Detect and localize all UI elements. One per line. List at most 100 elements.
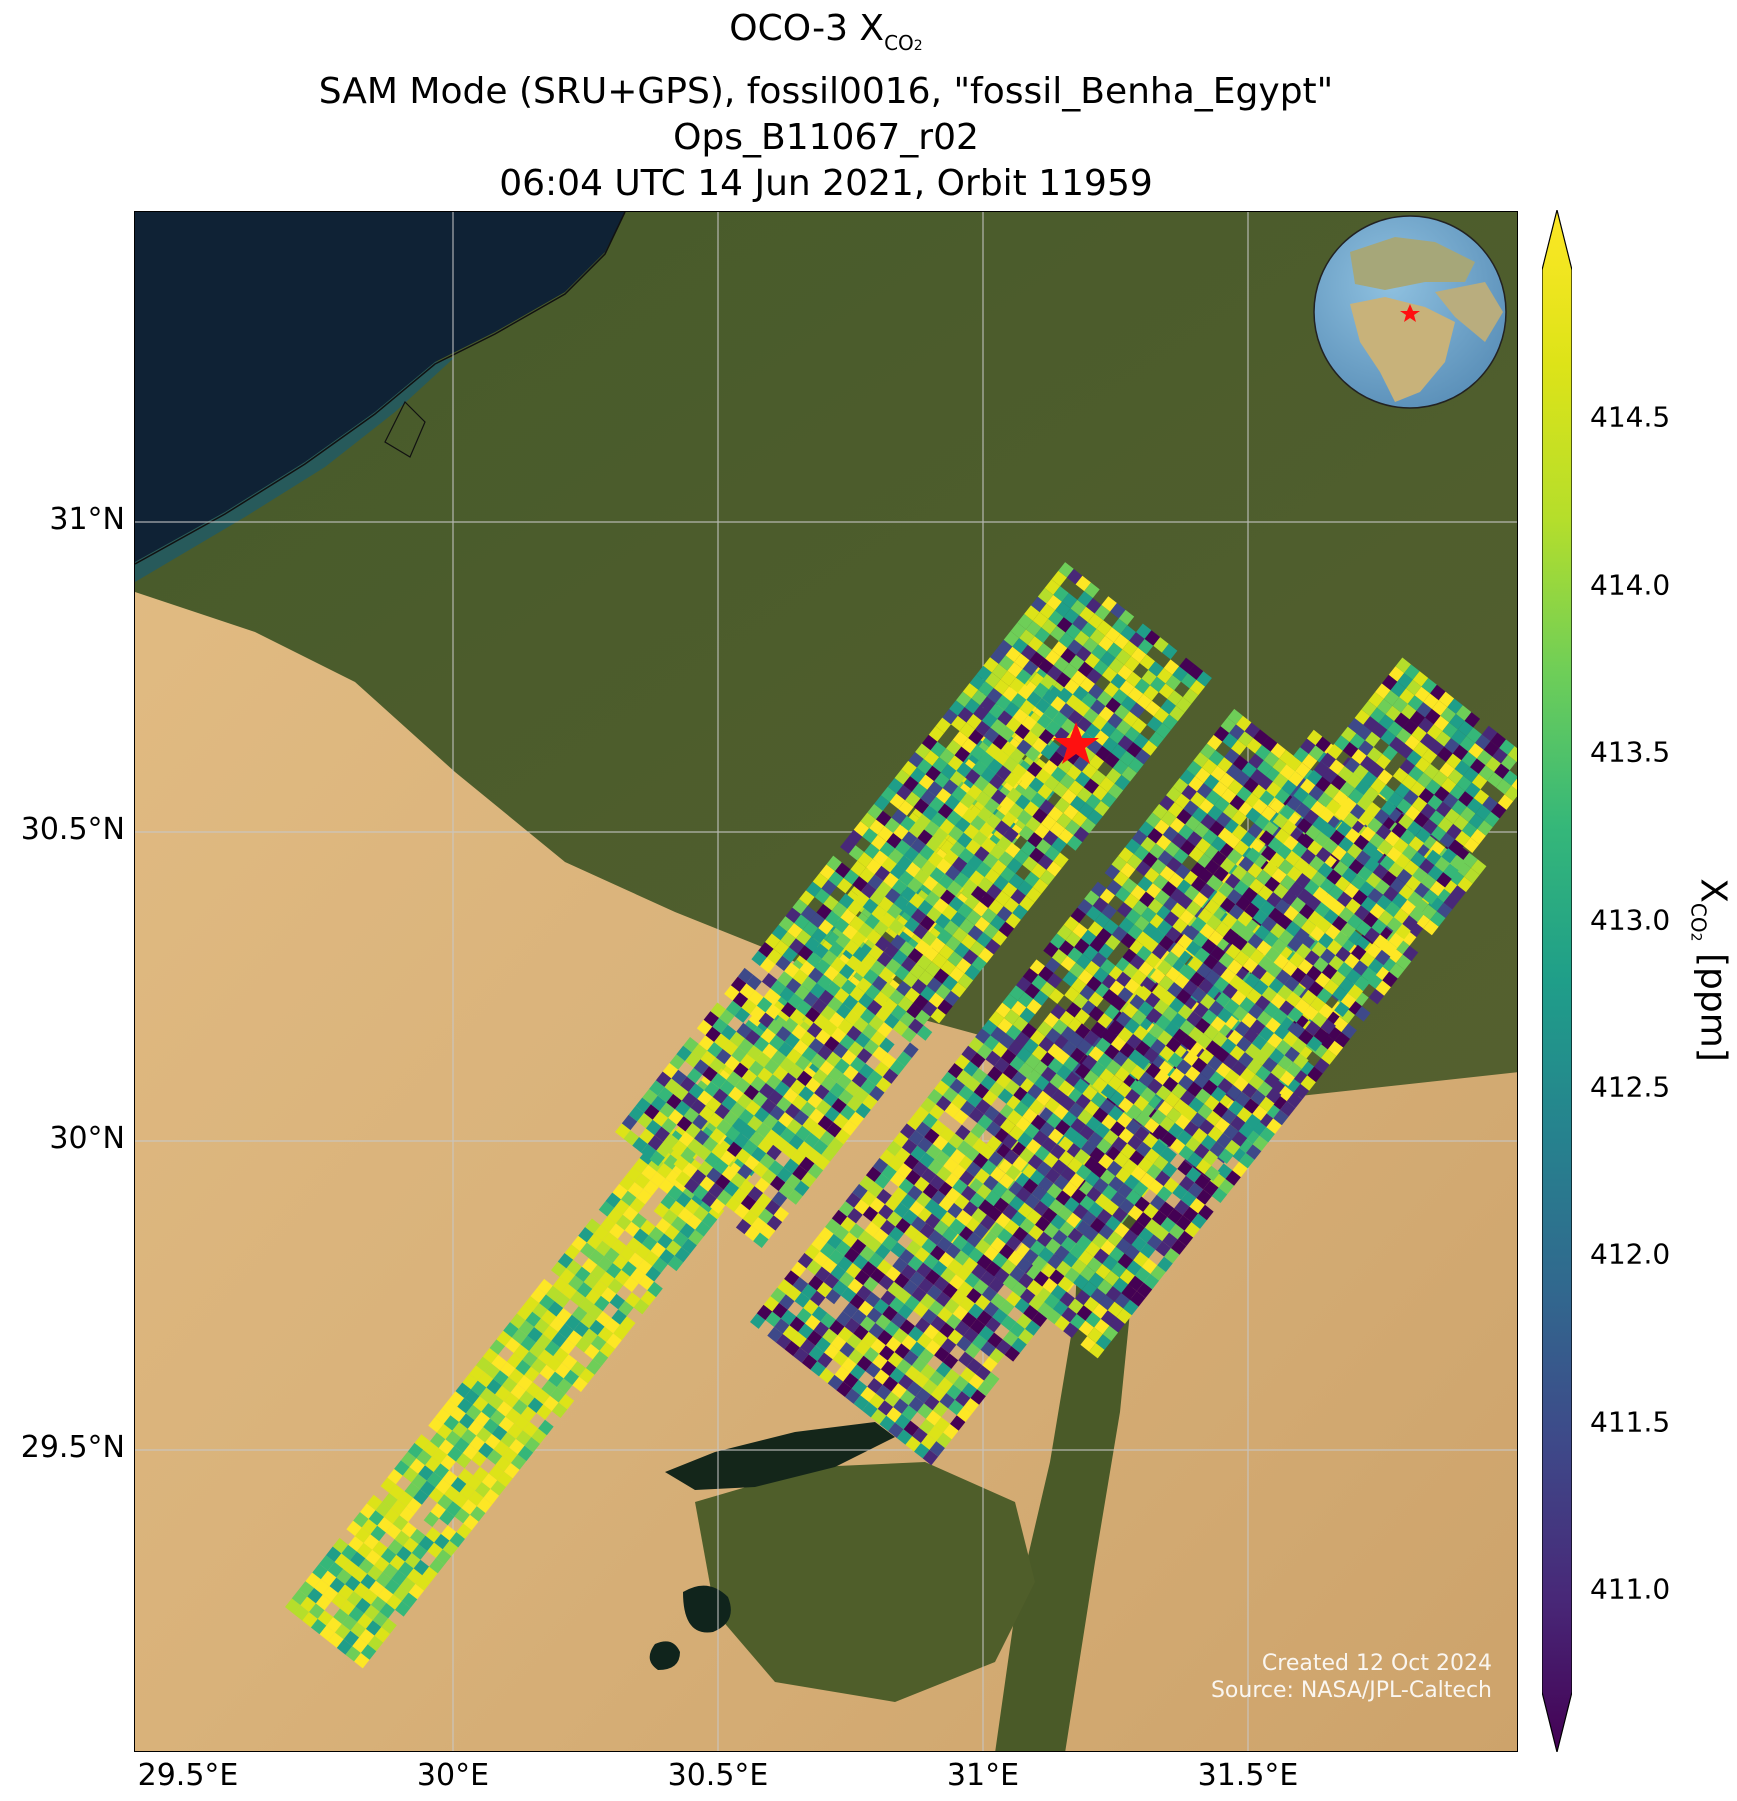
swath-pixel bbox=[1147, 827, 1163, 844]
swath-pixel bbox=[1027, 636, 1044, 652]
swath-pixel bbox=[1158, 683, 1175, 699]
swath-pixel bbox=[341, 1615, 358, 1631]
swath-pixel bbox=[974, 1238, 991, 1255]
swath-pixel bbox=[1008, 873, 1025, 889]
swath-pixel bbox=[1128, 1275, 1144, 1292]
swath-pixel bbox=[777, 1041, 794, 1058]
swath-pixel bbox=[970, 815, 986, 831]
swath-pixel bbox=[947, 1202, 963, 1219]
swath-pixel bbox=[1223, 1124, 1239, 1140]
swath-pixel bbox=[1035, 838, 1052, 855]
swath-pixel bbox=[1396, 868, 1413, 885]
swath-pixel bbox=[1362, 912, 1379, 928]
swath-pixel bbox=[1332, 1016, 1349, 1033]
swath-pixel bbox=[896, 1429, 913, 1445]
swath-pixel bbox=[354, 1652, 370, 1669]
swath-pixel bbox=[614, 1269, 631, 1286]
swath-pixel bbox=[1054, 1049, 1071, 1065]
swath-pixel bbox=[1369, 832, 1385, 849]
swath-pixel bbox=[1061, 1307, 1077, 1323]
swath-pixel bbox=[1135, 1111, 1151, 1127]
swath-pixel bbox=[684, 1177, 700, 1194]
swath-pixel bbox=[1360, 755, 1376, 772]
swath-pixel bbox=[1281, 819, 1297, 836]
swath-pixel bbox=[880, 1052, 897, 1069]
swath-pixel bbox=[1034, 1075, 1050, 1091]
swath-pixel bbox=[1345, 827, 1361, 844]
swath-pixel bbox=[1101, 596, 1117, 612]
swath-pixel bbox=[1001, 811, 1017, 828]
swath-pixel bbox=[1280, 1101, 1296, 1117]
swath-pixel bbox=[1283, 905, 1300, 922]
swath-pixel bbox=[1354, 975, 1371, 992]
swath-pixel bbox=[1244, 722, 1261, 739]
swath-pixel bbox=[885, 1266, 901, 1282]
swath-pixel bbox=[1029, 651, 1046, 668]
swath-pixel bbox=[1022, 660, 1039, 676]
swath-pixel bbox=[542, 1325, 559, 1341]
swath-pixel bbox=[961, 737, 977, 754]
swath-pixel bbox=[1320, 752, 1336, 768]
swath-pixel bbox=[1045, 720, 1061, 736]
swath-pixel bbox=[731, 1117, 748, 1133]
swath-pixel bbox=[1185, 900, 1202, 917]
swath-pixel bbox=[950, 982, 967, 998]
swath-pixel bbox=[595, 1311, 612, 1327]
swath-pixel bbox=[871, 975, 888, 992]
swath-pixel bbox=[1186, 831, 1203, 847]
swath-pixel bbox=[1221, 912, 1238, 929]
swath-pixel bbox=[978, 947, 994, 963]
swath-pixel bbox=[1176, 697, 1192, 713]
swath-pixel bbox=[1203, 1180, 1219, 1197]
swath-pixel bbox=[1138, 961, 1154, 977]
swath-pixel bbox=[990, 1166, 1006, 1183]
swath-pixel bbox=[481, 1402, 497, 1419]
swath-pixel bbox=[515, 1430, 532, 1446]
swath-pixel bbox=[1333, 860, 1349, 877]
swath-pixel bbox=[1423, 919, 1439, 936]
swath-pixel bbox=[1197, 907, 1214, 924]
swath-pixel bbox=[1058, 1080, 1074, 1096]
swath-pixel bbox=[712, 1017, 728, 1034]
swath-pixel bbox=[1310, 800, 1326, 817]
swath-pixel bbox=[752, 1162, 769, 1178]
swath-pixel bbox=[714, 1174, 731, 1190]
swath-pixel bbox=[1200, 1064, 1216, 1080]
swath-pixel bbox=[1240, 1067, 1256, 1083]
swath-pixel bbox=[1400, 703, 1417, 720]
swath-pixel bbox=[1083, 1226, 1099, 1242]
swath-pixel bbox=[936, 858, 952, 874]
swath-pixel bbox=[1033, 1200, 1049, 1217]
swath-pixel bbox=[1250, 893, 1267, 910]
swath-pixel bbox=[705, 1097, 722, 1113]
map-panel[interactable] bbox=[134, 211, 1518, 1752]
swath-pixel bbox=[1281, 779, 1297, 796]
swath-pixel bbox=[991, 930, 1008, 946]
swath-pixel bbox=[860, 812, 876, 828]
swath-pixel bbox=[918, 1277, 934, 1294]
swath-pixel bbox=[852, 946, 869, 963]
swath-pixel bbox=[632, 1137, 648, 1153]
swath-pixel bbox=[908, 1018, 924, 1034]
swath-pixel bbox=[336, 1639, 353, 1655]
swath-pixel bbox=[835, 1240, 851, 1257]
swath-pixel bbox=[1103, 1129, 1119, 1146]
swath-pixel bbox=[857, 1230, 874, 1246]
swath-pixel bbox=[673, 1155, 690, 1172]
swath-pixel bbox=[524, 1366, 540, 1383]
swath-pixel bbox=[1044, 579, 1061, 595]
swath-pixel bbox=[935, 717, 951, 733]
swath-pixel bbox=[850, 1056, 866, 1073]
swath-pixel bbox=[333, 1608, 349, 1624]
swath-pixel bbox=[341, 1544, 357, 1561]
swath-pixel bbox=[1196, 962, 1212, 979]
swath-pixel bbox=[1031, 1045, 1048, 1061]
swath-pixel bbox=[696, 1019, 713, 1036]
swath-pixel bbox=[1260, 1041, 1276, 1058]
swath-pixel bbox=[1298, 833, 1315, 849]
swath-pixel bbox=[1044, 775, 1060, 791]
swath-pixel bbox=[789, 1008, 806, 1025]
swath-pixel bbox=[1322, 767, 1338, 784]
swath-pixel bbox=[1175, 863, 1191, 880]
swath-pixel bbox=[1369, 903, 1386, 919]
